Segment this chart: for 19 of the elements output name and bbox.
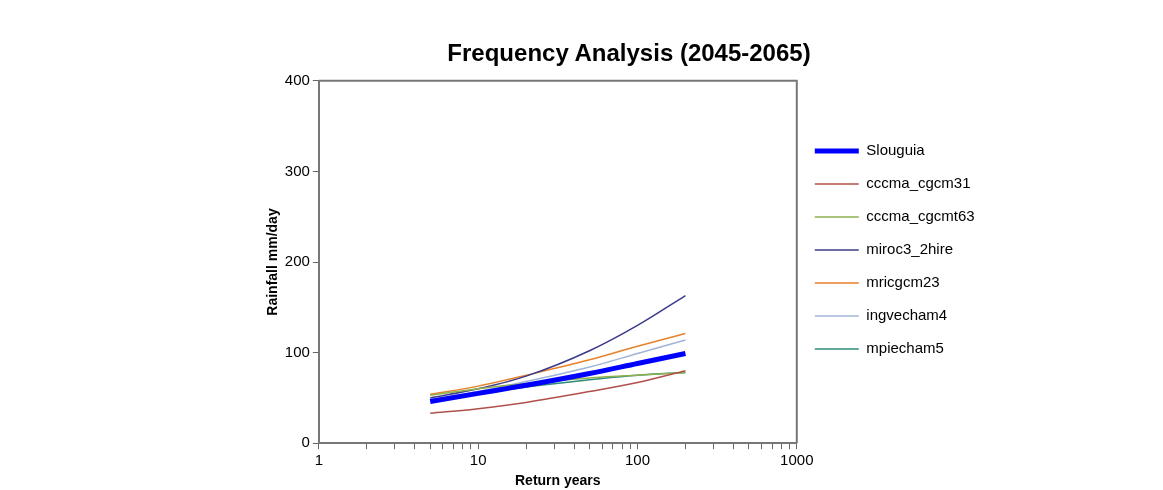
legend-label: mpiecham5 — [866, 339, 953, 357]
x-tick-label: 1000 — [780, 451, 814, 469]
y-tick-label: 400 — [284, 70, 310, 88]
legend-label: cccma_cgcm31 — [866, 174, 979, 192]
legend-label: mricgcm23 — [866, 273, 948, 291]
y-tick-label: 0 — [301, 433, 310, 451]
y-tick-label: 100 — [284, 342, 310, 360]
y-tick-label: 200 — [284, 252, 310, 270]
y-axis-title: Rainfall mm/day — [264, 208, 281, 316]
legend-label: miroc3_2hire — [866, 240, 962, 258]
x-tick-label: 10 — [469, 451, 487, 469]
x-tick-label: 100 — [624, 451, 650, 469]
legend-label: ingvecham4 — [866, 306, 956, 324]
chart-title: Frequency Analysis (2045-2065) — [447, 39, 811, 67]
x-tick-label: 1 — [314, 451, 323, 469]
x-axis-title: Return years — [515, 472, 601, 489]
legend-label: Slouguia — [866, 141, 934, 159]
legend-label: cccma_cgcmt63 — [866, 207, 984, 225]
y-tick-label: 300 — [284, 161, 310, 179]
